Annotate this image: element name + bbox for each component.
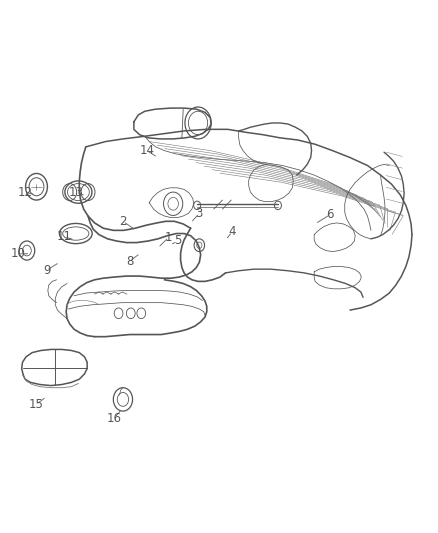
Text: 9: 9: [43, 264, 50, 277]
Text: 4: 4: [228, 225, 236, 238]
Text: 10: 10: [11, 247, 25, 260]
Text: 13: 13: [68, 185, 83, 199]
Text: 1: 1: [165, 231, 173, 244]
Text: 5: 5: [174, 235, 181, 247]
Text: 6: 6: [327, 208, 334, 221]
Text: 16: 16: [107, 411, 122, 424]
Text: 12: 12: [17, 185, 32, 199]
Text: 11: 11: [57, 230, 71, 243]
Text: 15: 15: [28, 398, 43, 411]
Text: 14: 14: [139, 144, 155, 157]
Text: 8: 8: [126, 255, 133, 268]
Text: 2: 2: [119, 215, 127, 228]
Text: 3: 3: [196, 207, 203, 220]
